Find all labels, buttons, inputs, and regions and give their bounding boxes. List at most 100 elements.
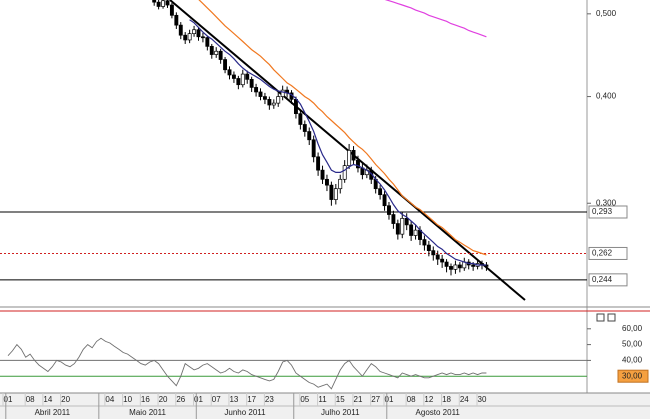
candle-body xyxy=(471,264,476,267)
level-label: 0,244 xyxy=(592,275,613,284)
candle-body xyxy=(409,224,414,236)
y-tick-label: 0,300 xyxy=(596,198,617,207)
x-tick-label: 16 xyxy=(141,395,150,404)
candle-body xyxy=(169,4,174,16)
candle-body xyxy=(342,165,347,180)
indicator-panel xyxy=(0,337,587,390)
x-tick-label: 27 xyxy=(371,395,380,404)
y-tick-label: 0,400 xyxy=(596,92,617,101)
x-tick-label: 01 xyxy=(194,395,203,404)
candle-body xyxy=(440,258,445,263)
x-tick-label: 15 xyxy=(336,395,345,404)
x-tick-label: 07 xyxy=(212,395,221,404)
x-tick-label: 01 xyxy=(385,395,394,404)
panel-icon[interactable] xyxy=(607,313,616,322)
candle-body xyxy=(187,33,192,41)
candle-body xyxy=(227,69,232,76)
x-tick-label: 23 xyxy=(265,395,274,404)
candle-body xyxy=(347,149,352,167)
candle-body xyxy=(382,194,387,207)
x-tick-label: 26 xyxy=(176,395,185,404)
panel-icon[interactable] xyxy=(596,313,605,322)
candle-body xyxy=(254,87,259,93)
candle-body xyxy=(395,223,400,235)
month-label: Junho 2011 xyxy=(224,408,266,417)
candle-body xyxy=(240,73,245,86)
candle-body xyxy=(400,218,405,235)
candle-body xyxy=(325,178,329,186)
candle-body xyxy=(426,244,431,251)
candle-body xyxy=(267,99,272,106)
y-tick-label: 60,00 xyxy=(622,324,643,333)
candle-body xyxy=(457,264,462,269)
x-tick-label: 17 xyxy=(247,395,256,404)
candle-body xyxy=(152,0,157,3)
candle-body xyxy=(205,37,210,47)
level-label-box xyxy=(588,273,628,287)
x-tick-label: 12 xyxy=(424,395,433,404)
candle-body xyxy=(245,73,250,80)
candle-body xyxy=(192,29,197,34)
x-tick-label: 08 xyxy=(407,395,416,404)
candle-body xyxy=(311,139,316,158)
candle-body xyxy=(378,188,383,196)
candle-body xyxy=(214,50,219,55)
candle-body xyxy=(391,214,396,224)
candle-body xyxy=(280,89,285,97)
candle-body xyxy=(320,169,325,180)
candle-body xyxy=(356,159,360,169)
month-label: Maio 2011 xyxy=(129,408,166,417)
x-tick-label: 21 xyxy=(354,395,363,404)
y-tick-label: 0,500 xyxy=(596,9,617,18)
x-tick-label: 01 xyxy=(4,395,13,404)
x-tick-label: 20 xyxy=(61,395,70,404)
moving-average xyxy=(198,0,487,256)
candle-body xyxy=(387,205,391,215)
x-tick-label: 24 xyxy=(460,395,469,404)
candle-body xyxy=(231,74,236,79)
y-tick-label: 50,00 xyxy=(622,340,643,349)
candle-body xyxy=(223,59,228,71)
indicator-line xyxy=(7,337,487,390)
candle-body xyxy=(435,254,440,260)
y-tick-label: 40,00 xyxy=(622,356,643,365)
level-label-box xyxy=(588,205,628,219)
x-tick-label: 18 xyxy=(442,395,451,404)
x-tick-label: 08 xyxy=(26,395,35,404)
x-tick-label: 20 xyxy=(159,395,168,404)
moving-average xyxy=(384,0,487,38)
level-label-box xyxy=(617,369,649,383)
level-label: 0,293 xyxy=(592,207,613,216)
x-tick-label: 30 xyxy=(478,395,487,404)
candle-body xyxy=(156,1,161,7)
candle-body xyxy=(316,156,321,171)
candle-body xyxy=(453,264,458,270)
price-panel xyxy=(0,0,587,301)
candle-body xyxy=(262,96,267,100)
candle-body xyxy=(165,0,170,6)
candle-body xyxy=(422,239,427,246)
x-tick-label: 05 xyxy=(300,395,309,404)
level-label-box xyxy=(588,246,628,260)
month-label: Julho 2011 xyxy=(321,408,360,417)
candle-body xyxy=(200,36,205,39)
candle-body xyxy=(209,46,214,55)
candle-body xyxy=(444,261,449,267)
candle-body xyxy=(249,79,254,88)
candle-body xyxy=(196,29,201,38)
candle-body xyxy=(294,99,298,114)
candle-body xyxy=(174,14,179,26)
candle-body xyxy=(404,218,409,226)
month-label: Agosto 2011 xyxy=(416,408,461,417)
candle-body xyxy=(338,178,343,190)
candle-body xyxy=(302,124,307,132)
candle-body xyxy=(183,34,188,41)
candle-body xyxy=(307,131,312,141)
candle-body xyxy=(161,0,165,7)
candle-body xyxy=(236,78,241,86)
x-tick-label: 11 xyxy=(318,395,327,404)
candle-body xyxy=(329,184,334,200)
